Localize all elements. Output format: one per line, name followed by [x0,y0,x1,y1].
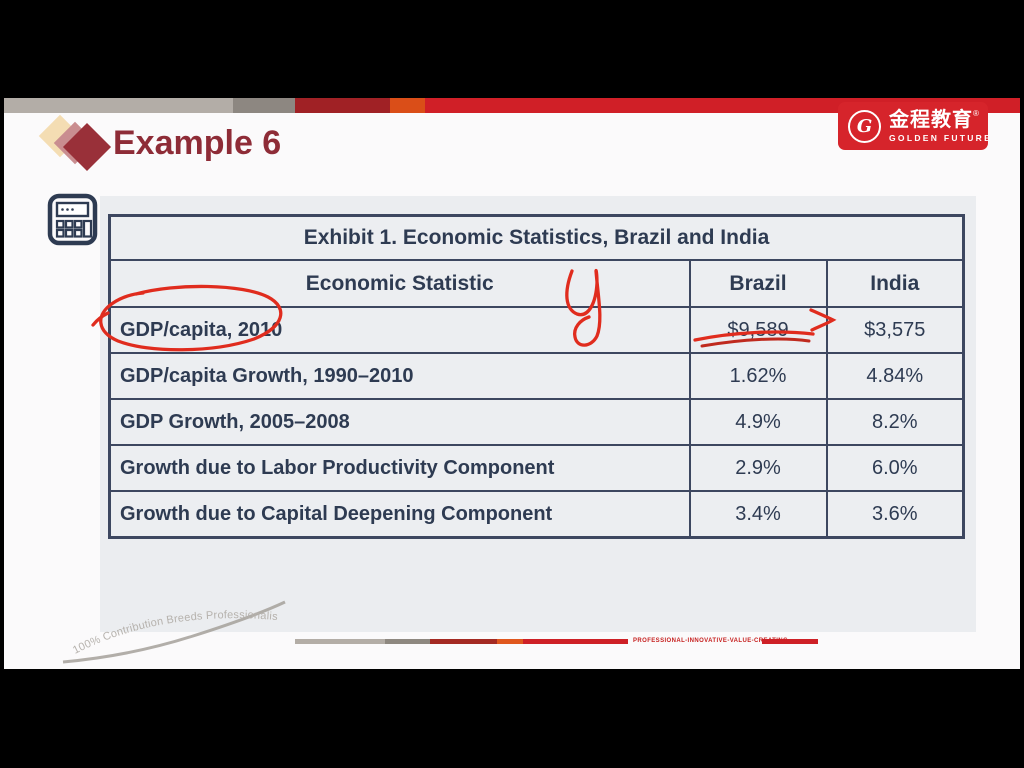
india-value-cell: 4.84% [825,352,965,400]
col-header-india: India [825,259,965,308]
table-row: Growth due to Capital Deepening Componen… [108,490,965,539]
brand-name-cn: 金程教育® [889,108,992,131]
strip-segment-gray [233,98,295,113]
footer-segment-darkred [430,639,497,644]
india-value-cell: 8.2% [825,398,965,446]
table-row: GDP Growth, 2005–2008 4.9% 8.2% [108,398,965,446]
footer-segment-red [523,639,628,644]
brazil-value-cell: 1.62% [688,352,828,400]
footer-end-segment [762,639,818,644]
table-caption-row: Exhibit 1. Economic Statistics, Brazil a… [108,214,965,261]
footer-segment-gray [385,639,430,644]
col-header-brazil: Brazil [688,259,828,308]
brazil-value-cell: $9,589 [688,306,828,354]
strip-segment-darkred [295,98,390,113]
brand-seal-icon: G [848,109,881,143]
stat-label-cell: GDP Growth, 2005–2008 [108,398,691,446]
watermark: 100% Contribution Breeds Professionalism… [55,588,286,664]
stat-label-cell: GDP/capita Growth, 1990–2010 [108,352,691,400]
india-value-cell: $3,575 [825,306,965,354]
watermark-swoosh [62,600,286,664]
watermark-text: 100% Contribution Breeds Professionalism… [55,588,278,657]
exhibit-table: Exhibit 1. Economic Statistics, Brazil a… [108,214,966,539]
table-row: Growth due to Labor Productivity Compone… [108,444,965,492]
brazil-value-cell: 2.9% [688,444,828,492]
footer-slogan: PROFESSIONAL-INNOVATIVE-VALUE-CREATING [633,638,789,644]
brazil-value-cell: 4.9% [688,398,828,446]
table-row: GDP/capita Growth, 1990–2010 1.62% 4.84% [108,352,965,400]
page-title: Example 6 [113,124,282,162]
footer-segment-orange [497,639,523,644]
stat-label-cell: Growth due to Capital Deepening Componen… [108,490,691,539]
stat-label-cell: GDP/capita, 2010 [108,306,691,354]
brazil-value-cell: 3.4% [688,490,828,539]
table-row: GDP/capita, 2010 $9,589 $3,575 [108,306,965,354]
calculator-icon [47,193,99,252]
strip-segment-orange [390,98,425,113]
brand-name-cn-text: 金程教育 [889,108,973,131]
brand-text: 金程教育® GOLDEN FUTURE [889,108,993,143]
footer-segment-lightgray [295,639,385,644]
svg-text:100% Contribution Breeds Profe: 100% Contribution Breeds Professionalism… [55,588,279,657]
india-value-cell: 6.0% [825,444,965,492]
table-header-row: Economic Statistic Brazil India [108,259,965,308]
registered-mark: ® [973,108,980,118]
footer-decorative-bar [295,639,628,644]
stat-label-cell: Growth due to Labor Productivity Compone… [108,444,691,492]
strip-segment-lightgray [4,98,233,113]
table-caption: Exhibit 1. Economic Statistics, Brazil a… [108,214,965,261]
exhibit-table-wrap: Exhibit 1. Economic Statistics, Brazil a… [108,214,966,539]
brand-name-en: GOLDEN FUTURE [889,132,993,143]
brand-logo: G 金程教育® GOLDEN FUTURE [838,102,990,150]
seal-monogram: G [856,115,873,137]
col-header-statistic: Economic Statistic [108,259,691,308]
india-value-cell: 3.6% [825,490,965,539]
